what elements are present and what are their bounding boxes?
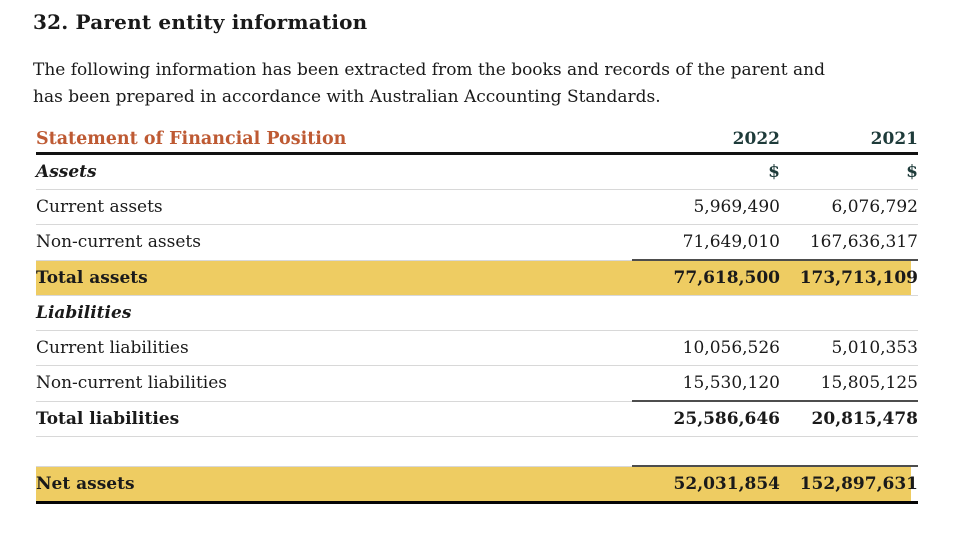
row-label: Assets <box>36 153 632 190</box>
row-label: Non-current liabilities <box>36 365 632 402</box>
table-row: Non-current liabilities 15,530,120 15,805,… <box>36 365 918 402</box>
row-value-2021: 173,713,109 <box>780 259 918 296</box>
row-value-2022 <box>632 295 780 331</box>
column-header-2022: 2022 <box>632 125 780 155</box>
row-label: Total assets <box>36 260 632 296</box>
row-label: Current liabilities <box>36 330 632 366</box>
table-row: Liabilities <box>36 295 918 331</box>
table-row: Net assets 52,031,854 152,897,631 <box>36 465 918 504</box>
row-value-2021: 152,897,631 <box>780 465 918 504</box>
table-row: Current liabilities 10,056,526 5,010,353 <box>36 330 918 366</box>
row-value-2021: 167,636,317 <box>780 224 918 261</box>
row-label <box>36 436 632 467</box>
row-value-2021 <box>780 436 918 467</box>
table-row: Assets $ $ <box>36 153 918 190</box>
row-value-2021 <box>780 295 918 331</box>
column-header-2021: 2021 <box>780 125 918 155</box>
row-value-2021: 6,076,792 <box>780 189 918 225</box>
table-row: Total liabilities 25,586,646 20,815,478 <box>36 400 918 437</box>
row-label: Non-current assets <box>36 224 632 261</box>
financial-table-body: Assets $ $ Current assets 5,969,490 6,076,792… <box>36 153 918 504</box>
row-value-2022: 77,618,500 <box>632 259 780 296</box>
row-label: Total liabilities <box>36 401 632 437</box>
table-row <box>36 436 918 467</box>
section-heading: 32. Parent entity information <box>33 10 368 34</box>
financial-position-table: Statement of Financial Position 2022 202… <box>36 125 918 504</box>
row-label: Net assets <box>36 466 632 504</box>
row-value-2021: 15,805,125 <box>780 365 918 402</box>
table-header-row: Statement of Financial Position 2022 202… <box>36 125 918 155</box>
intro-line-1: The following information has been extra… <box>33 60 825 80</box>
row-value-2021: 5,010,353 <box>780 330 918 366</box>
table-row: Current assets 5,969,490 6,076,792 <box>36 189 918 225</box>
table-title: Statement of Financial Position <box>36 125 632 155</box>
intro-paragraph: The following information has been extra… <box>33 57 918 111</box>
table-row: Total assets 77,618,500 173,713,109 <box>36 259 918 296</box>
intro-line-2: has been prepared in accordance with Aus… <box>33 87 661 107</box>
currency-symbol-2021: $ <box>780 153 918 190</box>
row-value-2021: 20,815,478 <box>780 400 918 437</box>
row-value-2022: 71,649,010 <box>632 224 780 261</box>
row-value-2022: 5,969,490 <box>632 189 780 225</box>
row-value-2022: 52,031,854 <box>632 465 780 504</box>
table-row: Non-current assets 71,649,010 167,636,317 <box>36 224 918 261</box>
row-value-2022: 10,056,526 <box>632 330 780 366</box>
row-value-2022 <box>632 436 780 467</box>
row-label: Liabilities <box>36 295 632 331</box>
row-value-2022: 25,586,646 <box>632 400 780 437</box>
currency-symbol-2022: $ <box>632 153 780 190</box>
row-label: Current assets <box>36 189 632 225</box>
row-value-2022: 15,530,120 <box>632 365 780 402</box>
